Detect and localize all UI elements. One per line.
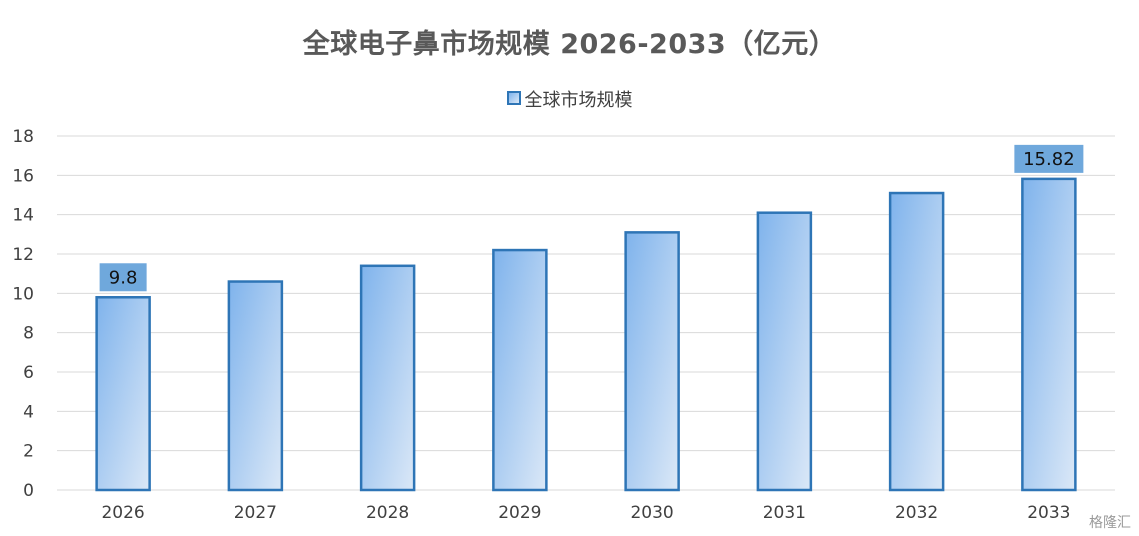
legend-label: 全球市场规模 — [524, 90, 633, 111]
bar — [624, 231, 680, 492]
x-tick-label: 2029 — [498, 503, 541, 523]
y-tick-label: 18 — [12, 127, 34, 147]
chart-legend: 全球市场规模 — [0, 86, 1139, 112]
y-tick-label: 8 — [23, 324, 34, 344]
bar — [888, 191, 945, 492]
data-label-box — [99, 263, 147, 292]
x-tick-label: 2031 — [763, 503, 806, 523]
y-tick-label: 14 — [12, 206, 34, 226]
x-tick-label: 2032 — [895, 503, 938, 523]
bar — [756, 211, 813, 492]
x-tick-label: 2026 — [101, 503, 144, 523]
bar — [492, 248, 548, 492]
bar — [359, 264, 416, 492]
bar — [1021, 177, 1077, 492]
y-tick-label: 0 — [23, 481, 34, 501]
y-tick-label: 16 — [12, 166, 34, 186]
y-tick-label: 2 — [23, 442, 34, 462]
x-tick-label: 2030 — [630, 503, 673, 523]
x-tick-label: 2027 — [234, 503, 277, 523]
bar — [95, 296, 151, 492]
y-tick-label: 6 — [23, 363, 34, 383]
data-label: 15.82 — [1023, 149, 1075, 170]
data-label-box — [1014, 144, 1084, 173]
y-tick-label: 12 — [12, 245, 34, 265]
data-label: 9.8 — [109, 267, 138, 288]
y-tick-label: 4 — [23, 402, 34, 422]
bar — [227, 280, 284, 492]
legend-swatch — [506, 91, 521, 105]
watermark: 格隆汇 — [1089, 515, 1131, 531]
y-tick-label: 10 — [12, 284, 34, 304]
chart-title: 全球电子鼻市场规模 2026-2033（亿元） — [302, 29, 837, 60]
x-tick-label: 2033 — [1027, 503, 1070, 523]
x-tick-label: 2028 — [366, 503, 409, 523]
